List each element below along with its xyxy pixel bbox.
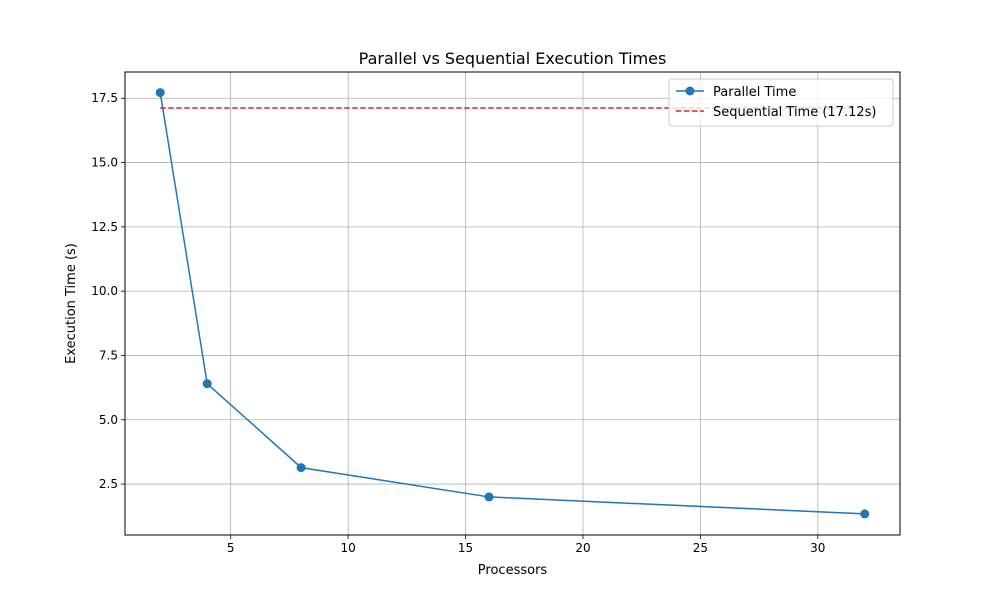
x-tick-label: 5 [227,541,235,555]
legend-label-parallel: Parallel Time [713,85,796,100]
legend-label-sequential: Sequential Time (17.12s) [713,105,876,120]
x-tick-label: 20 [575,541,590,555]
x-tick-label: 10 [340,541,355,555]
y-tick-label: 12.5 [91,220,118,234]
parallel-time-point [296,463,306,473]
y-axis-label: Execution Time (s) [64,243,79,364]
y-tick-label: 5.0 [99,413,118,427]
parallel-time-point [860,509,870,519]
x-tick-label: 25 [693,541,708,555]
plot-frame [124,71,901,536]
legend-parallel-marker [685,86,695,96]
x-tick-label: 30 [810,541,825,555]
legend: Parallel Time Sequential Time (17.12s) [668,78,894,127]
y-tick-label: 17.5 [91,91,118,105]
x-axis-label: Processors [478,563,548,578]
ticks: 5 10 15 20 25 30 2.5 5.0 7.5 10.0 12.5 15.0 17.5 [91,91,825,555]
grid [125,72,900,535]
y-tick-label: 15.0 [91,156,118,170]
parallel-time-point [202,379,212,389]
x-tick-label: 15 [458,541,473,555]
parallel-time-point [155,88,165,98]
parallel-time-point [484,492,494,502]
y-tick-label: 7.5 [99,348,118,362]
legend-box [668,78,894,127]
y-tick-label: 10.0 [91,284,118,298]
y-tick-label: 2.5 [99,477,118,491]
chart-title: Parallel vs Sequential Execution Times [359,49,667,68]
